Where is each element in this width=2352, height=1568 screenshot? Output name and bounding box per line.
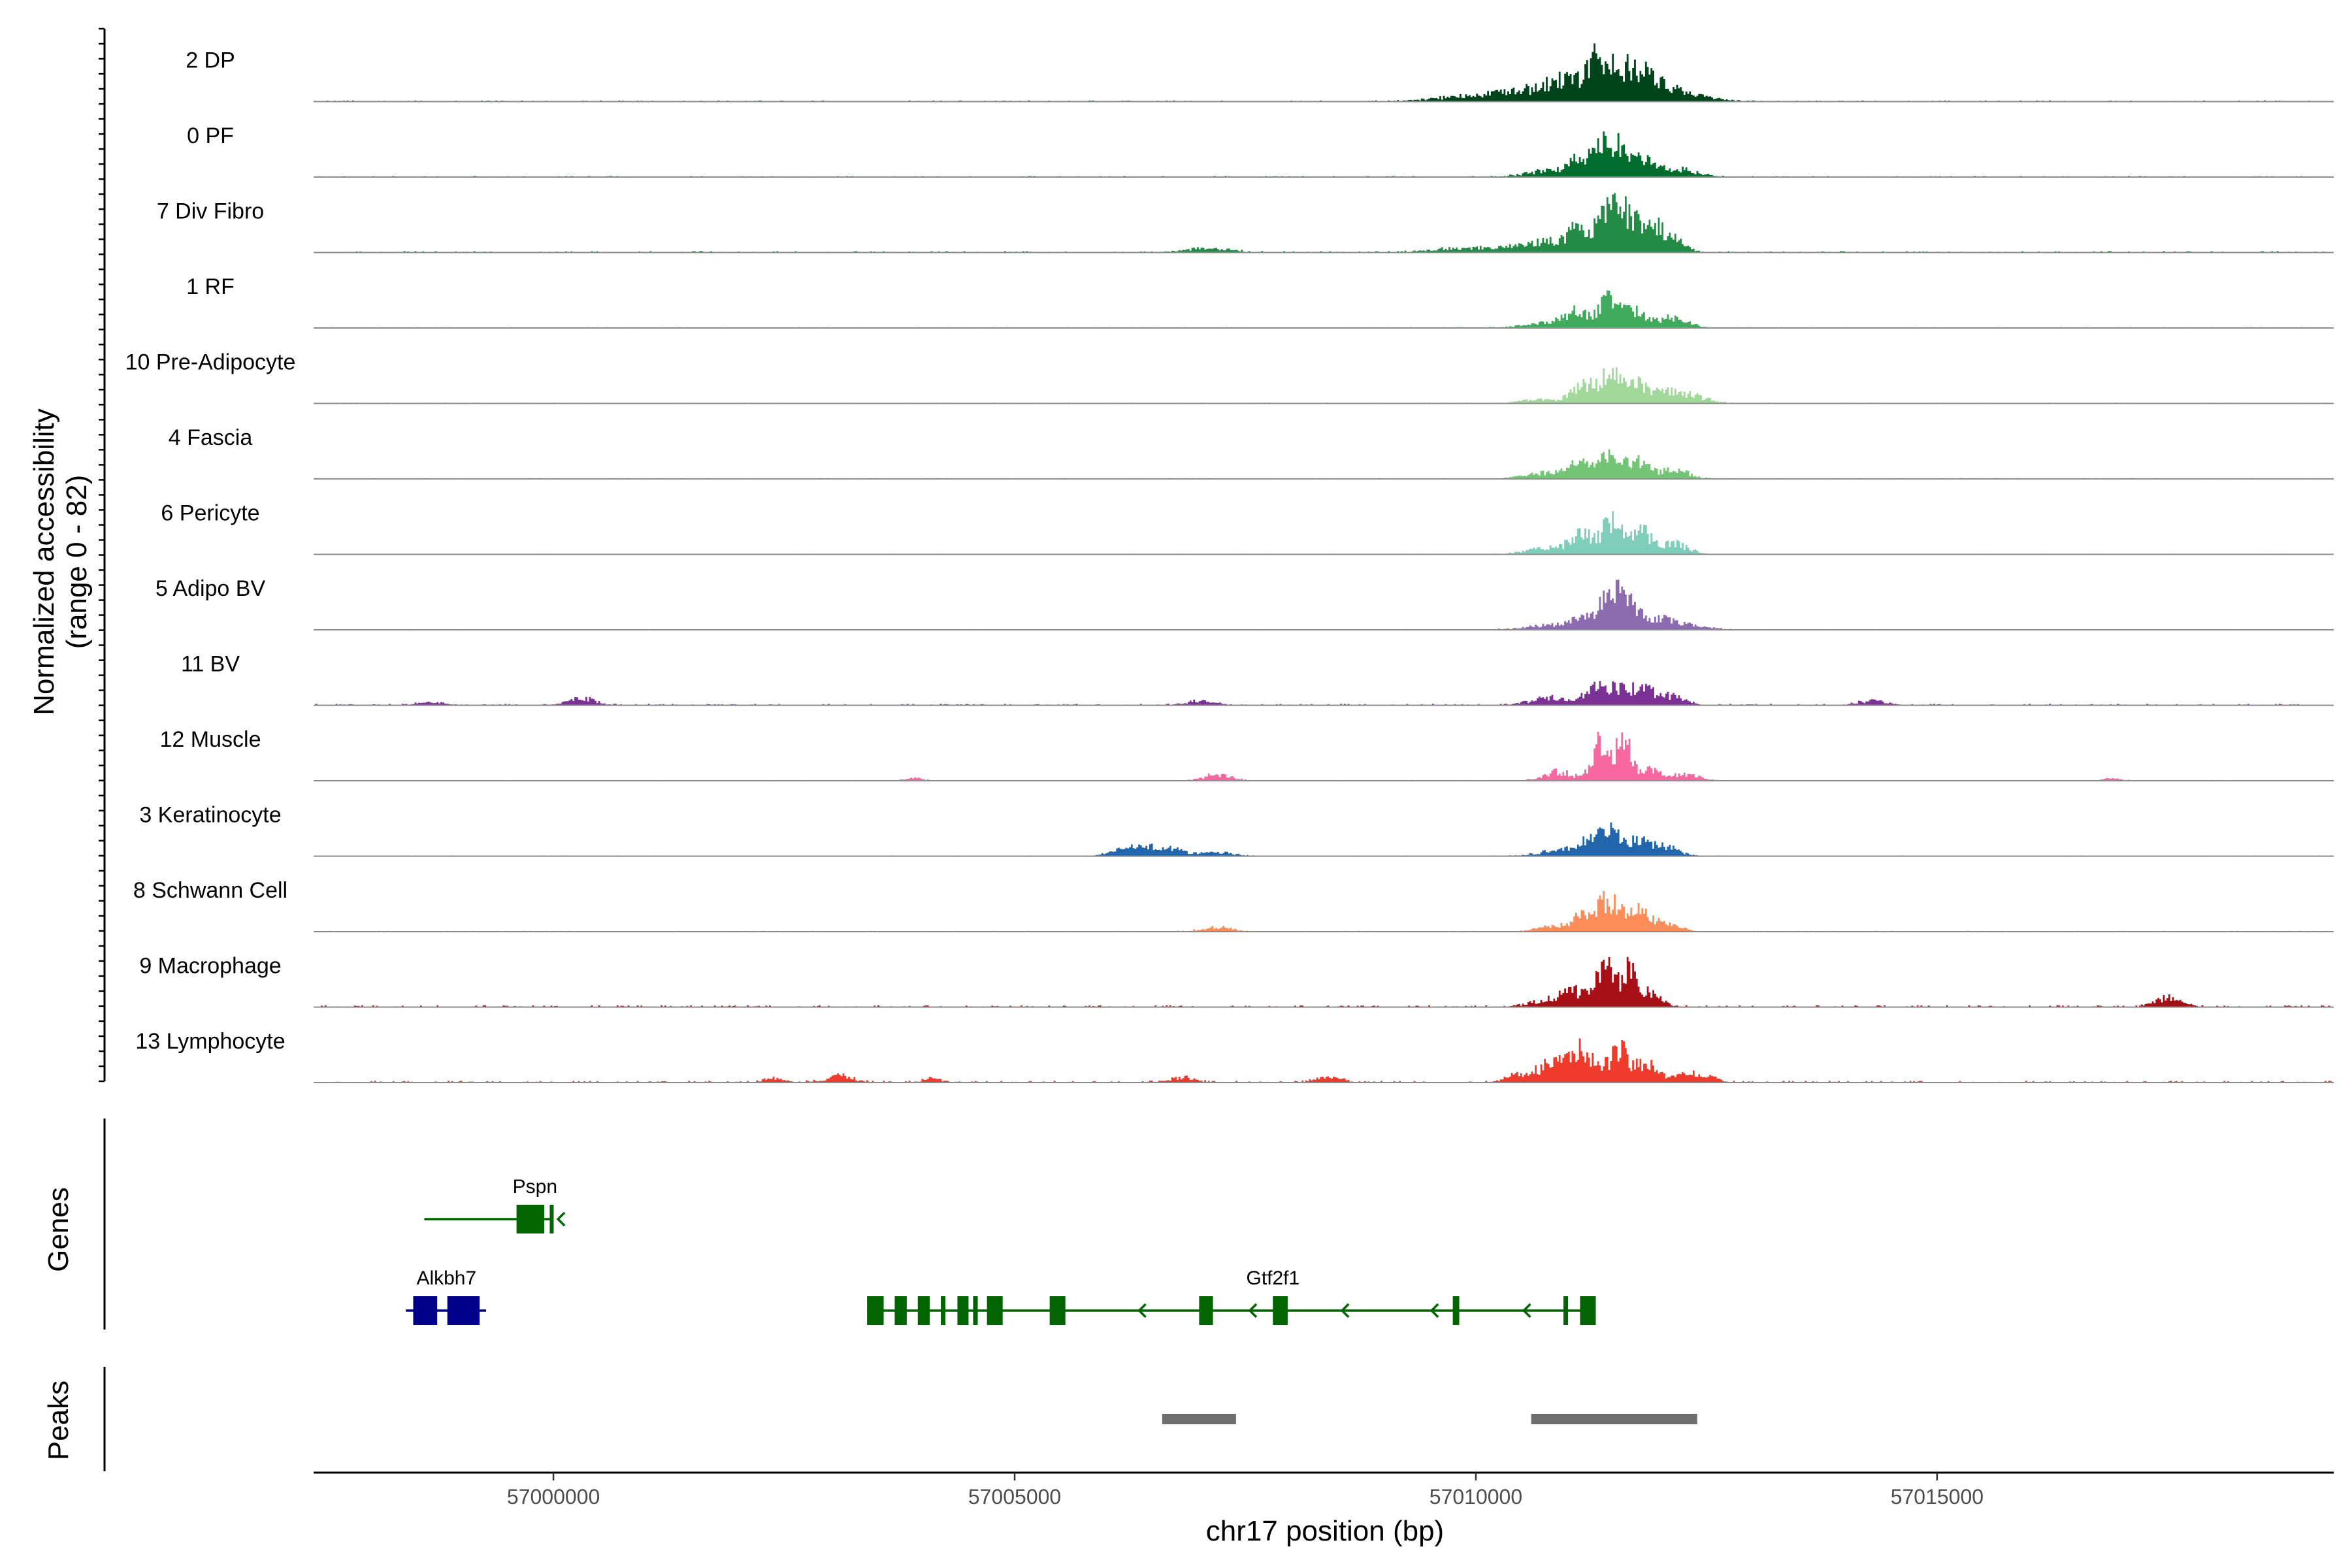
coverage-area <box>314 732 2334 781</box>
gene-exon <box>413 1296 438 1325</box>
gene-exon <box>1273 1296 1288 1325</box>
coverage-track: 0 PF <box>187 123 2334 178</box>
coverage-track: 3 Keratinocyte <box>139 803 2334 857</box>
gene-exon <box>1049 1296 1066 1325</box>
track-label: 1 RF <box>186 274 235 299</box>
gene-model: Pspn <box>424 1176 566 1233</box>
track-label: 12 Muscle <box>160 727 261 752</box>
track-label: 2 DP <box>186 48 235 73</box>
x-tick-label: 57000000 <box>507 1485 600 1509</box>
coverage-area <box>314 193 2334 253</box>
coverage-track: 2 DP <box>186 43 2334 103</box>
coverage-area <box>314 367 2334 404</box>
track-label: 10 Pre-Adipocyte <box>125 350 296 375</box>
gene-exon <box>973 1296 978 1325</box>
gene-exon <box>1563 1296 1569 1325</box>
track-label: 8 Schwann Cell <box>133 878 287 903</box>
gene-exon <box>1199 1296 1213 1325</box>
gene-exon <box>957 1296 969 1325</box>
x-axis-title: chr17 position (bp) <box>1206 1515 1444 1547</box>
coverage-track: 6 Pericyte <box>161 501 2334 555</box>
coverage-track: 9 Macrophage <box>139 954 2334 1008</box>
coverage-area <box>314 890 2334 932</box>
x-axis: 57000000 57005000 57010000 57015000 <box>314 1471 2334 1509</box>
gene-exon <box>987 1296 1003 1325</box>
x-tick-label: 57010000 <box>1429 1485 1522 1509</box>
gene-exon <box>941 1296 946 1325</box>
track-label: 7 Div Fibro <box>157 199 264 224</box>
track-label: 6 Pericyte <box>161 501 259 526</box>
track-label: 4 Fascia <box>169 425 253 450</box>
gene-exon <box>516 1205 544 1233</box>
coverage-area <box>314 956 2334 1007</box>
gene-label: Pspn <box>513 1176 557 1198</box>
gene-exon <box>1580 1296 1596 1325</box>
coverage-track: 7 Div Fibro <box>157 193 2334 253</box>
coverage-track: 13 Lymphocyte <box>135 1029 2334 1083</box>
strand-arrow <box>1522 1303 1531 1318</box>
gene-exon <box>1452 1296 1460 1325</box>
y-axis-title: Normalized accessibility <box>28 408 60 715</box>
peak-region <box>1162 1414 1236 1424</box>
gene-label: Gtf2f1 <box>1246 1267 1299 1289</box>
peak-region <box>1531 1414 1697 1424</box>
coverage-area <box>314 1038 2334 1083</box>
gene-label: Alkbh7 <box>416 1267 476 1289</box>
track-label: 11 BV <box>181 652 240 677</box>
coverage-area <box>314 580 2334 630</box>
coverage-area <box>314 43 2334 102</box>
x-tick-label: 57005000 <box>968 1485 1061 1509</box>
gene-exon <box>867 1296 884 1325</box>
coverage-track: 4 Fascia <box>169 425 2334 480</box>
coverage-area <box>314 449 2334 479</box>
track-label: 5 Adipo BV <box>155 576 266 601</box>
gene-model: Gtf2f1 <box>867 1267 1596 1325</box>
gene-exon <box>549 1205 554 1233</box>
coverage-area <box>314 290 2334 328</box>
strand-arrow <box>1248 1303 1258 1318</box>
peaks-track-title: Peaks <box>42 1380 74 1460</box>
track-label: 9 Macrophage <box>139 954 281 979</box>
coverage-area <box>314 681 2334 706</box>
coverage-track: 10 Pre-Adipocyte <box>125 350 2334 404</box>
coverage-area <box>314 131 2334 177</box>
peaks-panel <box>103 1367 1697 1471</box>
gene-exon <box>894 1296 907 1325</box>
gene-model: Alkbh7 <box>406 1267 487 1325</box>
genes-panel: Pspn Alkbh7 Gtf2f1 <box>103 1119 1596 1330</box>
coverage-area <box>314 511 2334 555</box>
track-label: 13 Lymphocyte <box>135 1029 285 1054</box>
y-axis-subtitle: (range 0 - 82) <box>61 475 93 649</box>
strand-arrow <box>1429 1303 1439 1318</box>
x-tick-label: 57015000 <box>1891 1485 1984 1509</box>
track-label: 3 Keratinocyte <box>139 803 281 828</box>
genes-track-title: Genes <box>42 1187 74 1272</box>
gene-exon <box>917 1296 930 1325</box>
coverage-track: 8 Schwann Cell <box>133 878 2334 932</box>
gene-exon <box>447 1296 480 1325</box>
strand-arrow <box>556 1211 566 1227</box>
coverage-track: 11 BV <box>181 652 2334 706</box>
coverage-track: 12 Muscle <box>160 727 2334 781</box>
coverage-panel: 2 DP 0 PF 7 Div Fibro 1 RF 10 Pre-Adipocyte 4… <box>99 27 2334 1083</box>
coverage-track: 1 RF <box>186 274 2334 329</box>
coverage-track: 5 Adipo BV <box>155 576 2334 630</box>
strand-arrow <box>1137 1303 1147 1318</box>
coverage-area <box>314 823 2334 857</box>
track-label: 0 PF <box>187 123 234 148</box>
strand-arrow <box>1340 1303 1350 1318</box>
